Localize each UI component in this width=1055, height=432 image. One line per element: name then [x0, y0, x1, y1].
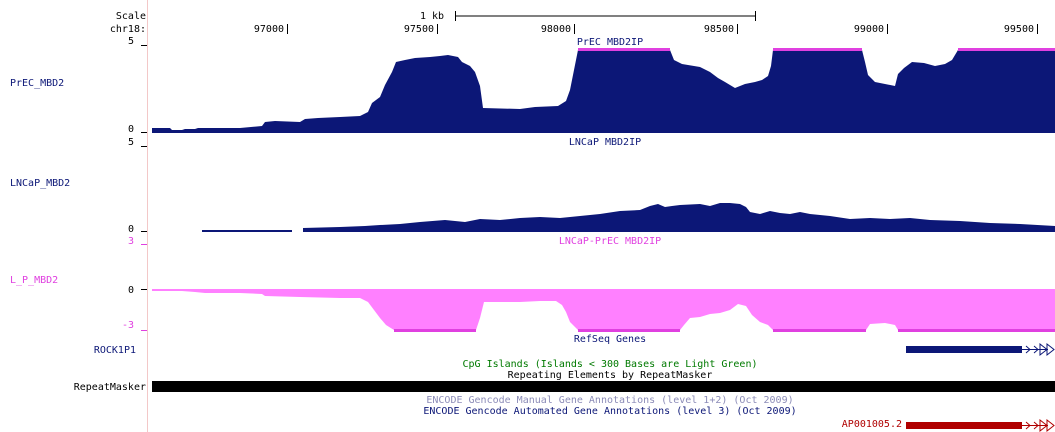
prec-ymin: 0 — [127, 124, 134, 135]
lncap-ymin: 0 — [127, 224, 134, 235]
ruler-position-97500: 97500 — [403, 24, 434, 35]
ruler-position-99000: 99000 — [853, 24, 884, 35]
prec-signal-area[interactable] — [152, 50, 1055, 133]
axis-tick-marks — [141, 45, 147, 331]
refseq-gene-label[interactable]: ROCK1P1 — [93, 345, 136, 356]
prec-side-label[interactable]: PrEC_MBD2 — [10, 78, 65, 89]
ruler-ticks — [287, 24, 1038, 34]
lncap-signal[interactable] — [202, 203, 1055, 232]
label-gutter-divider — [147, 0, 148, 432]
diff-signal-area[interactable] — [152, 289, 1055, 330]
repeat-side-label[interactable]: RepeatMasker — [73, 382, 146, 393]
diff-ymid: 0 — [127, 285, 134, 296]
prec-clipping-indicators — [578, 48, 1055, 51]
gencode-auto-gene-label[interactable]: AP001005.2 — [841, 419, 902, 430]
chrom-label: chr18: — [109, 24, 146, 35]
refseq-gene-rock1p1[interactable] — [906, 342, 1055, 357]
scale-label: Scale — [115, 11, 146, 22]
gencode-manual-title[interactable]: ENCODE Gencode Manual Gene Annotations (… — [426, 395, 794, 406]
diff-ymax: 3 — [127, 236, 134, 247]
scale-bar-label: 1 kb — [420, 11, 445, 22]
diff-track-title[interactable]: LNCaP-PrEC MBD2IP — [558, 236, 662, 247]
scale-bar — [455, 11, 756, 21]
ruler-position-99500: 99500 — [1003, 24, 1034, 35]
diff-ymin: -3 — [121, 320, 134, 331]
prec-ymax: 5 — [127, 36, 134, 47]
refseq-track-title[interactable]: RefSeq Genes — [573, 334, 647, 345]
diff-clipping-indicators — [394, 329, 1055, 332]
cpg-track-title[interactable]: CpG Islands (Islands < 300 Bases are Lig… — [462, 359, 758, 370]
prec-track-title[interactable]: PrEC MBD2IP — [576, 37, 644, 48]
repeat-track-title[interactable]: Repeating Elements by RepeatMasker — [507, 370, 713, 381]
lncap-side-label[interactable]: LNCaP_MBD2 — [10, 178, 71, 189]
diff-side-label[interactable]: L_P_MBD2 — [10, 275, 59, 286]
gencode-gene-ap001005[interactable] — [906, 418, 1055, 432]
ruler-position-98000: 98000 — [540, 24, 571, 35]
gencode-auto-title[interactable]: ENCODE Gencode Automated Gene Annotation… — [423, 406, 797, 417]
ruler-position-98500: 98500 — [703, 24, 734, 35]
ruler-position-97000: 97000 — [253, 24, 284, 35]
lncap-ymax: 5 — [127, 137, 134, 148]
lncap-track-title[interactable]: LNCaP MBD2IP — [568, 137, 642, 148]
repeatmasker-bar[interactable] — [152, 381, 1055, 392]
